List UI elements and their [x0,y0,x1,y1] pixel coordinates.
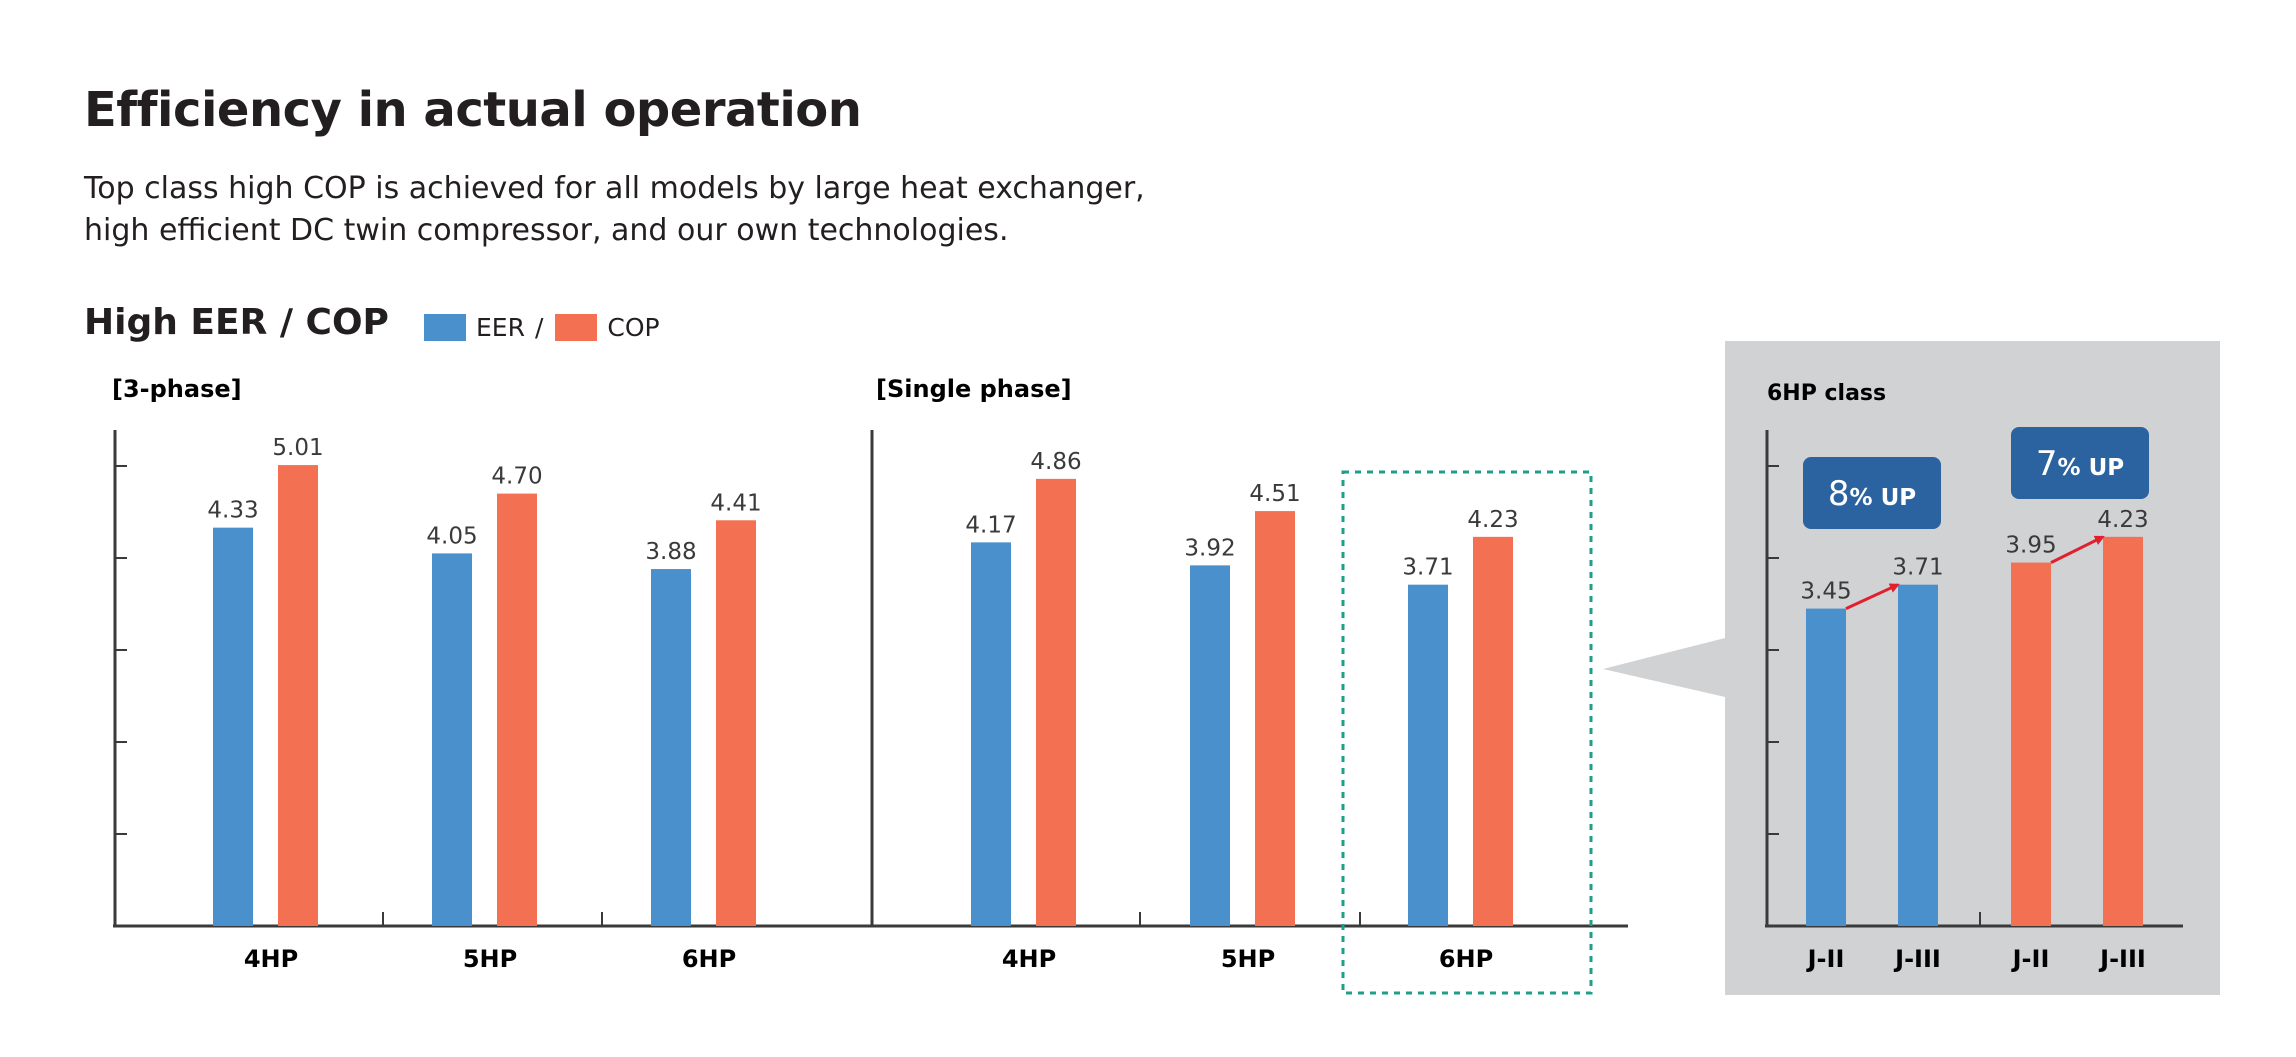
chart-title: High EER / COP [84,302,389,343]
increase-arrow [2050,535,2105,564]
bar-eer-6hp [1408,584,1448,926]
data-label-eer: 3.92 [1184,535,1235,561]
bar-eer-4hp [213,527,253,926]
callout-data-label: 3.95 [2005,533,2056,559]
legend-eer-label: EER [476,313,525,342]
callout-bar-eer-j-ii [1806,608,1846,926]
callout-title: 6HP class [1767,381,1886,406]
callout-bar-cop-j-iii [2103,536,2143,926]
improvement-badge [2011,427,2149,499]
data-label-eer: 3.88 [645,539,696,565]
data-label-cop: 4.70 [491,464,542,490]
group-label-3-phase: [3-phase] [112,375,242,403]
bar-eer-5hp [432,553,472,926]
data-label-eer: 4.33 [207,498,258,524]
callout-data-label: 4.23 [2097,507,2148,533]
badge-number: 8 [1828,474,1850,514]
bar-eer-4hp [971,542,1011,926]
bar-cop-4hp [1036,478,1076,926]
increase-arrow [1845,583,1900,610]
chart-legend: EER / COP [424,313,660,342]
improvement-badge-text: 7% UP [2036,444,2124,484]
callout-bar-eer-j-iii [1898,584,1938,926]
callout-pointer [1603,638,1725,697]
badge-suffix: % UP [2058,455,2125,481]
callout-bar-cop-j-ii [2011,562,2051,926]
description-line-2: high efficient DC twin compressor, and o… [84,213,1009,248]
data-label-cop: 4.41 [710,490,761,516]
callout-x-tick-label: J-II [1806,945,1845,973]
improvement-badge [1803,457,1941,529]
x-tick-label: 4HP [1002,945,1056,973]
bar-eer-6hp [651,569,691,926]
data-label-eer: 4.05 [426,523,477,549]
bar-cop-5hp [497,493,537,926]
bar-eer-5hp [1190,565,1230,926]
legend-eer-swatch [424,314,466,341]
data-label-cop: 4.86 [1030,449,1081,475]
callout-data-label: 3.45 [1800,579,1851,605]
data-label-cop: 4.23 [1467,507,1518,533]
legend-cop-swatch [555,314,598,341]
callout-x-tick-label: J-III [1893,945,1941,973]
group-label-single-phase: [Single phase] [876,375,1072,403]
data-label-eer: 4.17 [965,512,1016,538]
bar-cop-6hp [1473,536,1513,926]
x-tick-label: 6HP [1439,945,1493,973]
legend-cop-label: COP [607,313,660,342]
highlight-6hp-box [1341,470,1593,995]
data-label-cop: 4.51 [1249,481,1300,507]
x-tick-label: 6HP [682,945,736,973]
badge-number: 7 [2036,444,2058,484]
bar-cop-6hp [716,520,756,926]
x-tick-label: 4HP [244,945,298,973]
improvement-badge-text: 8% UP [1828,474,1916,514]
x-tick-label: 5HP [463,945,517,973]
data-label-eer: 3.71 [1402,555,1453,581]
callout-data-label: 3.71 [1892,555,1943,581]
description-line-1: Top class high COP is achieved for all m… [84,171,1145,206]
legend-separator: / [534,313,544,342]
callout-x-tick-label: J-III [2098,945,2146,973]
data-label-cop: 5.01 [272,435,323,461]
bar-cop-4hp [278,465,318,926]
callout-x-tick-label: J-II [2011,945,2050,973]
page-title: Efficiency in actual operation [84,82,862,138]
x-tick-label: 5HP [1221,945,1275,973]
badge-suffix: % UP [1850,485,1917,511]
page-description: Top class high COP is achieved for all m… [84,168,1284,252]
bar-cop-5hp [1255,511,1295,926]
